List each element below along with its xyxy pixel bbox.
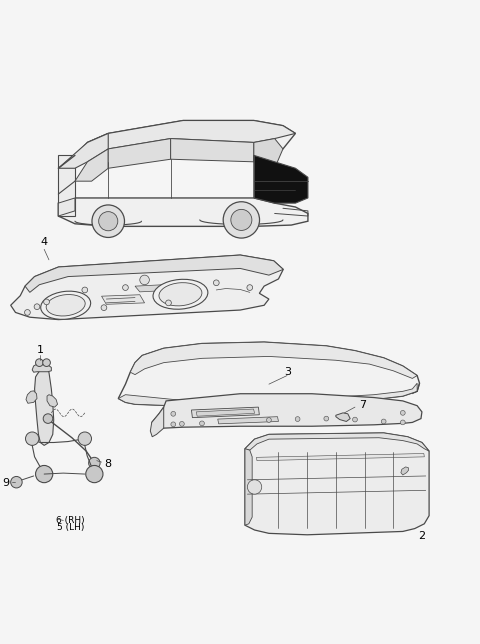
Polygon shape [245, 433, 429, 451]
Polygon shape [245, 433, 429, 535]
Polygon shape [118, 342, 420, 406]
Polygon shape [192, 407, 259, 418]
Text: 6 (RH): 6 (RH) [56, 516, 85, 526]
Polygon shape [26, 391, 37, 403]
Text: 8: 8 [104, 459, 111, 469]
Circle shape [24, 310, 30, 316]
Polygon shape [58, 155, 75, 216]
Circle shape [171, 422, 176, 427]
Polygon shape [150, 407, 164, 437]
Circle shape [44, 299, 49, 305]
Circle shape [295, 417, 300, 421]
Ellipse shape [153, 279, 208, 309]
Circle shape [180, 421, 184, 426]
Circle shape [43, 359, 50, 366]
Circle shape [101, 305, 107, 310]
Circle shape [247, 480, 262, 494]
Circle shape [166, 300, 171, 306]
Text: 2: 2 [419, 531, 425, 542]
Polygon shape [58, 133, 108, 168]
Circle shape [89, 457, 100, 469]
Polygon shape [130, 342, 417, 379]
Circle shape [324, 416, 329, 421]
Circle shape [381, 419, 386, 424]
Circle shape [400, 410, 405, 415]
Circle shape [78, 432, 92, 446]
Circle shape [36, 359, 43, 366]
Circle shape [11, 477, 22, 488]
Polygon shape [118, 383, 417, 406]
Circle shape [400, 420, 405, 425]
Polygon shape [75, 120, 296, 155]
Text: 1: 1 [37, 345, 44, 354]
Polygon shape [35, 369, 54, 446]
Polygon shape [135, 285, 168, 292]
Ellipse shape [46, 294, 85, 316]
Circle shape [86, 466, 103, 482]
Text: 7: 7 [359, 400, 366, 410]
Polygon shape [87, 120, 296, 149]
Circle shape [247, 285, 252, 290]
Circle shape [140, 275, 149, 285]
Circle shape [25, 432, 39, 446]
Circle shape [43, 414, 53, 423]
Polygon shape [75, 149, 108, 181]
Polygon shape [47, 395, 58, 407]
Polygon shape [11, 255, 283, 319]
Circle shape [82, 287, 88, 293]
Polygon shape [401, 467, 408, 475]
Circle shape [353, 417, 358, 422]
Polygon shape [336, 413, 350, 421]
Polygon shape [108, 138, 170, 168]
Text: 5 (LH): 5 (LH) [57, 524, 84, 533]
Polygon shape [254, 138, 283, 168]
Circle shape [34, 304, 40, 310]
Circle shape [200, 421, 204, 426]
Polygon shape [102, 295, 144, 305]
Polygon shape [254, 155, 308, 203]
Ellipse shape [41, 291, 91, 319]
Circle shape [266, 418, 271, 422]
Circle shape [214, 280, 219, 286]
Polygon shape [218, 417, 278, 424]
Circle shape [36, 466, 53, 482]
Circle shape [92, 205, 124, 238]
Ellipse shape [159, 283, 202, 306]
Circle shape [171, 412, 176, 416]
Text: 3: 3 [285, 367, 291, 377]
Polygon shape [152, 393, 422, 428]
Polygon shape [256, 453, 424, 460]
Polygon shape [58, 198, 308, 226]
Circle shape [122, 285, 128, 290]
Polygon shape [32, 364, 51, 372]
Text: 4: 4 [41, 237, 48, 247]
Polygon shape [25, 255, 283, 292]
Polygon shape [245, 449, 252, 526]
Polygon shape [58, 198, 75, 216]
Polygon shape [196, 409, 254, 416]
Circle shape [231, 209, 252, 231]
Polygon shape [170, 138, 254, 162]
Circle shape [223, 202, 260, 238]
Circle shape [99, 212, 118, 231]
Text: 9: 9 [2, 478, 10, 488]
